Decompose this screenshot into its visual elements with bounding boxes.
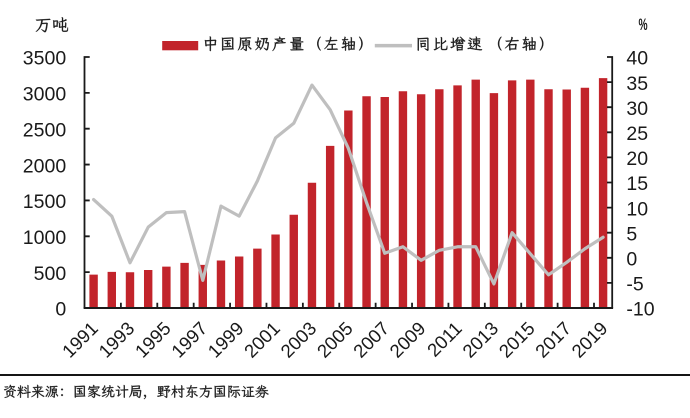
- svg-text:40: 40: [626, 48, 648, 70]
- svg-text:2000: 2000: [23, 155, 67, 177]
- svg-text:3000: 3000: [23, 84, 67, 106]
- svg-text:%: %: [639, 14, 648, 33]
- svg-text:15: 15: [626, 173, 648, 195]
- svg-text:3500: 3500: [23, 48, 67, 70]
- svg-text:25: 25: [626, 123, 648, 145]
- svg-text:2500: 2500: [23, 119, 67, 141]
- svg-text:0: 0: [55, 299, 66, 321]
- svg-text:35: 35: [626, 73, 648, 95]
- svg-text:1500: 1500: [23, 191, 67, 213]
- svg-text:20: 20: [626, 148, 648, 170]
- svg-text:1000: 1000: [23, 227, 67, 249]
- svg-text:5: 5: [626, 223, 637, 245]
- svg-text:-10: -10: [626, 299, 654, 321]
- svg-text:0: 0: [626, 249, 637, 271]
- svg-text:500: 500: [34, 263, 67, 285]
- svg-text:10: 10: [626, 198, 648, 220]
- svg-text:-5: -5: [626, 274, 643, 296]
- svg-text:30: 30: [626, 98, 648, 120]
